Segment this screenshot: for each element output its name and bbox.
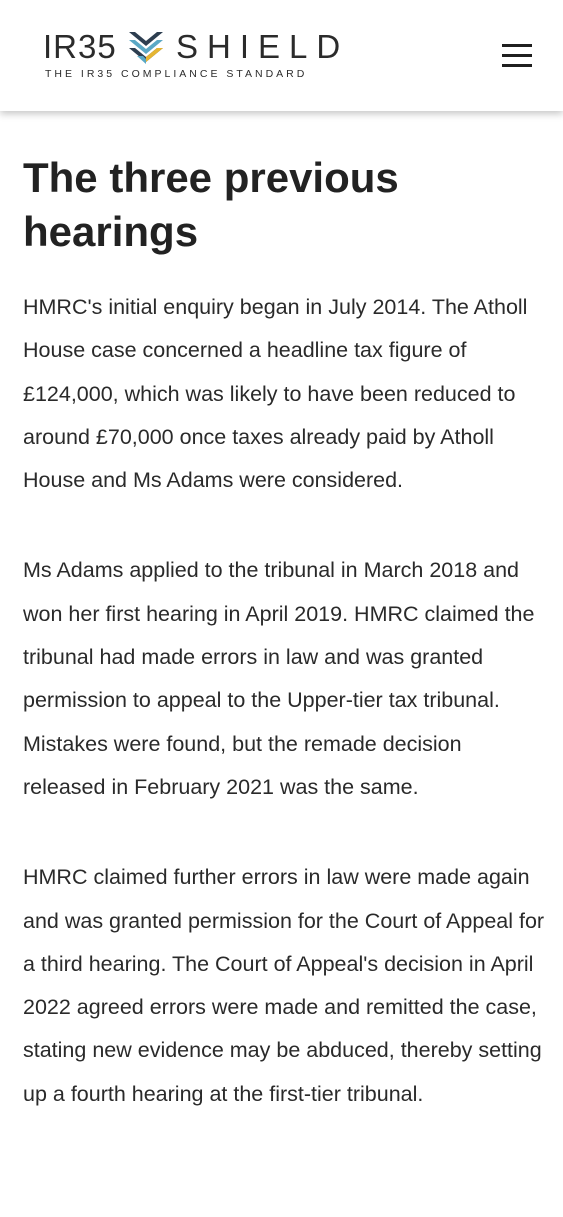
chevron-shield-logo-icon (129, 32, 163, 64)
article-paragraph: HMRC claimed further errors in law were … (23, 865, 545, 1106)
article-paragraph: Ms Adams applied to the tribunal in Marc… (23, 558, 535, 799)
logo-tagline: THE IR35 COMPLIANCE STANDARD (45, 68, 308, 80)
hamburger-menu-icon[interactable] (500, 42, 534, 70)
logo-word-ir35: IR35 (43, 28, 117, 65)
site-header: IR35 SHIELD THE IR35 COMPLIANCE STANDARD (0, 0, 563, 111)
menu-bar-bottom (502, 64, 532, 67)
menu-bar-top (502, 44, 532, 47)
menu-bar-middle (502, 54, 532, 57)
logo-word-shield: SHIELD (176, 28, 350, 65)
site-logo[interactable]: IR35 SHIELD THE IR35 COMPLIANCE STANDARD (43, 28, 343, 84)
article-content: The three previous hearings HMRC's initi… (23, 111, 545, 1116)
page-title: The three previous hearings (23, 154, 399, 255)
article-paragraph: HMRC's initial enquiry began in July 201… (23, 295, 528, 493)
